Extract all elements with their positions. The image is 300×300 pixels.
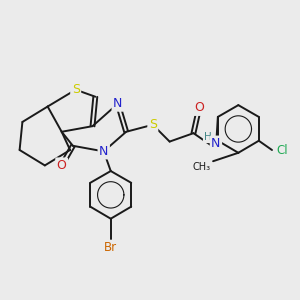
Text: N: N (113, 97, 122, 110)
Text: CH₃: CH₃ (192, 162, 210, 172)
Text: O: O (57, 159, 67, 172)
Text: S: S (149, 118, 157, 131)
Text: H: H (204, 132, 212, 142)
Text: S: S (72, 83, 80, 96)
Text: Br: Br (104, 241, 117, 254)
Text: O: O (194, 101, 204, 114)
Text: N: N (211, 137, 220, 150)
Text: N: N (99, 145, 108, 158)
Text: Cl: Cl (276, 143, 288, 157)
